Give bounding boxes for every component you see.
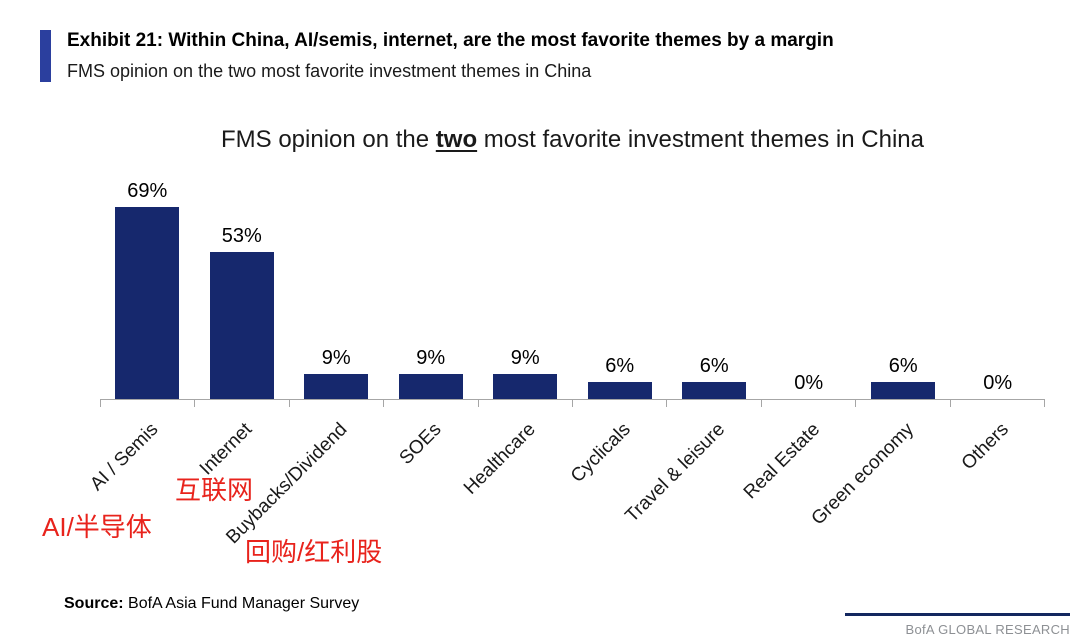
exhibit-accent-bar — [40, 30, 51, 82]
axis-tick — [949, 400, 1044, 407]
bar-column: 9% — [289, 347, 384, 399]
bar-value-label: 69% — [127, 180, 168, 202]
chart-title-underlined-word: two — [435, 126, 478, 153]
bar-value-label: 0% — [983, 372, 1013, 394]
bar-value-label: 53% — [221, 225, 262, 247]
bar — [493, 374, 558, 399]
bofa-global-research-brand: BofA GLOBAL RESEARCH — [845, 613, 1070, 637]
bar-column: 6% — [667, 355, 762, 399]
bar-value-label: 6% — [605, 355, 635, 377]
bar-value-label: 9% — [321, 347, 351, 369]
source-text: BofA Asia Fund Manager Survey — [123, 595, 360, 612]
axis-tick — [477, 400, 572, 407]
axis-tick — [666, 400, 760, 407]
axis-tick — [194, 400, 288, 407]
bar-column: 0% — [951, 372, 1046, 399]
category-label: SOEs — [395, 419, 446, 469]
exhibit-header: Exhibit 21: Within China, AI/semis, inte… — [40, 30, 834, 82]
bar — [209, 252, 274, 399]
category-cell: Others — [951, 407, 1046, 572]
exhibit-subtitle: FMS opinion on the two most favorite inv… — [67, 60, 592, 81]
category-cell: Healthcare — [460, 407, 573, 572]
bar-column: 9% — [384, 347, 479, 399]
bar-value-label: 9% — [416, 347, 446, 369]
bar-chart: 69% 53% 9% 9% 9% 6% 6% 0% 6% 0% AI / Semis Interne… — [86, 170, 1046, 572]
chart-title-prefix: FMS opinion on the — [221, 126, 436, 153]
axis-tick — [572, 400, 666, 407]
bar-column: 6% — [856, 355, 951, 399]
bar — [115, 207, 180, 399]
annotation-ai-semis: AI/半导体 — [42, 512, 152, 542]
x-axis-ticks — [100, 400, 1045, 407]
bar-value-label: 9% — [510, 347, 540, 369]
bar-column: 53% — [195, 225, 290, 399]
bar — [682, 382, 747, 399]
annotation-internet: 互联网 — [175, 475, 254, 505]
chart-title: FMS opinion on the two most favorite inv… — [100, 126, 1045, 154]
source-label: Source: — [64, 595, 124, 612]
bar-column: 9% — [478, 347, 573, 399]
axis-tick — [383, 400, 477, 407]
axis-tick — [855, 400, 949, 407]
category-label: AI / Semis — [86, 419, 163, 496]
axis-tick — [288, 400, 383, 407]
bar-column: 6% — [573, 355, 668, 399]
source-note: Source: BofA Asia Fund Manager Survey — [64, 595, 359, 613]
bar — [304, 374, 369, 399]
axis-tick — [100, 400, 194, 407]
bar-value-label: 6% — [888, 355, 918, 377]
chart-title-suffix: most favorite investment themes in China — [477, 126, 924, 153]
bar-column: 0% — [762, 372, 857, 399]
category-label: Cyclicals — [566, 419, 635, 487]
plot-area: 69% 53% 9% 9% 9% 6% 6% 0% 6% 0% — [100, 170, 1045, 400]
category-label: Others — [957, 419, 1013, 475]
bar — [587, 382, 652, 399]
category-cell: SOEs — [384, 407, 479, 572]
category-cell: Green economy — [808, 407, 951, 572]
bar-column: 69% — [100, 180, 195, 399]
annotation-buybacks-dividend: 回购/红利股 — [245, 537, 383, 567]
bar — [871, 382, 936, 399]
axis-tick — [760, 400, 855, 407]
exhibit-title: Exhibit 21: Within China, AI/semis, inte… — [67, 30, 834, 51]
bar-value-label: 0% — [794, 372, 824, 394]
bar — [398, 374, 463, 399]
exhibit-header-text: Exhibit 21: Within China, AI/semis, inte… — [67, 30, 834, 82]
bar-value-label: 6% — [699, 355, 729, 377]
